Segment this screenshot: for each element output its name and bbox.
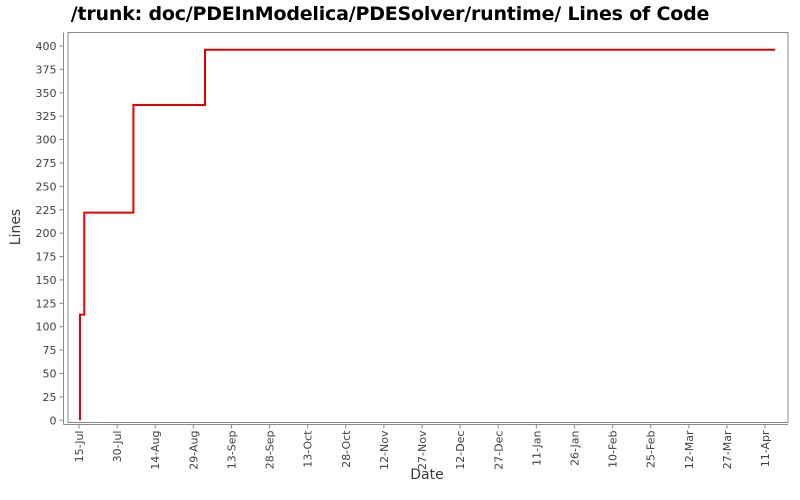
y-tick-label: 300 — [36, 134, 57, 147]
y-tick-label: 50 — [43, 368, 57, 381]
x-tick-label: 14-Aug — [149, 431, 162, 470]
x-tick-label: 11-Jan — [530, 430, 543, 466]
y-tick-label: 175 — [36, 251, 57, 264]
y-tick-label: 25 — [43, 391, 57, 404]
x-tick-label: 27-Dec — [492, 431, 505, 470]
y-tick-label: 225 — [36, 204, 57, 217]
x-tick-label: 12-Mar — [683, 430, 696, 469]
y-tick-label: 375 — [36, 63, 57, 76]
x-tick-label: 25-Feb — [645, 430, 658, 467]
y-tick-label: 400 — [36, 40, 57, 53]
y-tick-label: 75 — [43, 344, 57, 357]
x-tick-label: 30-Jul — [111, 431, 124, 463]
x-axis-title: Date — [410, 467, 444, 483]
x-tick-label: 28-Oct — [340, 430, 353, 468]
y-tick-label: 200 — [36, 227, 57, 240]
chart-title: /trunk: doc/PDEInModelica/PDESolver/runt… — [70, 3, 710, 25]
x-tick-label: 13-Sep — [225, 430, 238, 469]
x-tick-label: 11-Apr — [759, 430, 772, 467]
y-tick-label: 125 — [36, 297, 57, 310]
y-tick-label: 275 — [36, 157, 57, 170]
x-tick-label: 15-Jul — [73, 431, 86, 463]
x-tick-label: 26-Jan — [568, 430, 581, 466]
x-tick-label: 29-Aug — [187, 431, 200, 470]
y-tick-label: 100 — [36, 321, 57, 334]
plot-border — [67, 32, 789, 423]
x-tick-label: 10-Feb — [607, 430, 620, 467]
y-tick-label: 325 — [36, 110, 57, 123]
loc-step-line — [79, 48, 776, 421]
x-tick-label: 13-Oct — [302, 430, 315, 468]
y-tick-label: 350 — [36, 87, 57, 100]
x-tick-label: 27-Mar — [721, 430, 734, 469]
x-tick-label: 27-Nov — [416, 430, 429, 470]
y-tick-label: 0 — [50, 414, 57, 427]
x-tick-label: 12-Nov — [378, 430, 391, 470]
x-tick-label: 12-Dec — [454, 431, 467, 470]
y-tick-label: 250 — [36, 180, 57, 193]
y-tick-label: 150 — [36, 274, 57, 287]
x-tick-label: 28-Sep — [264, 430, 277, 469]
